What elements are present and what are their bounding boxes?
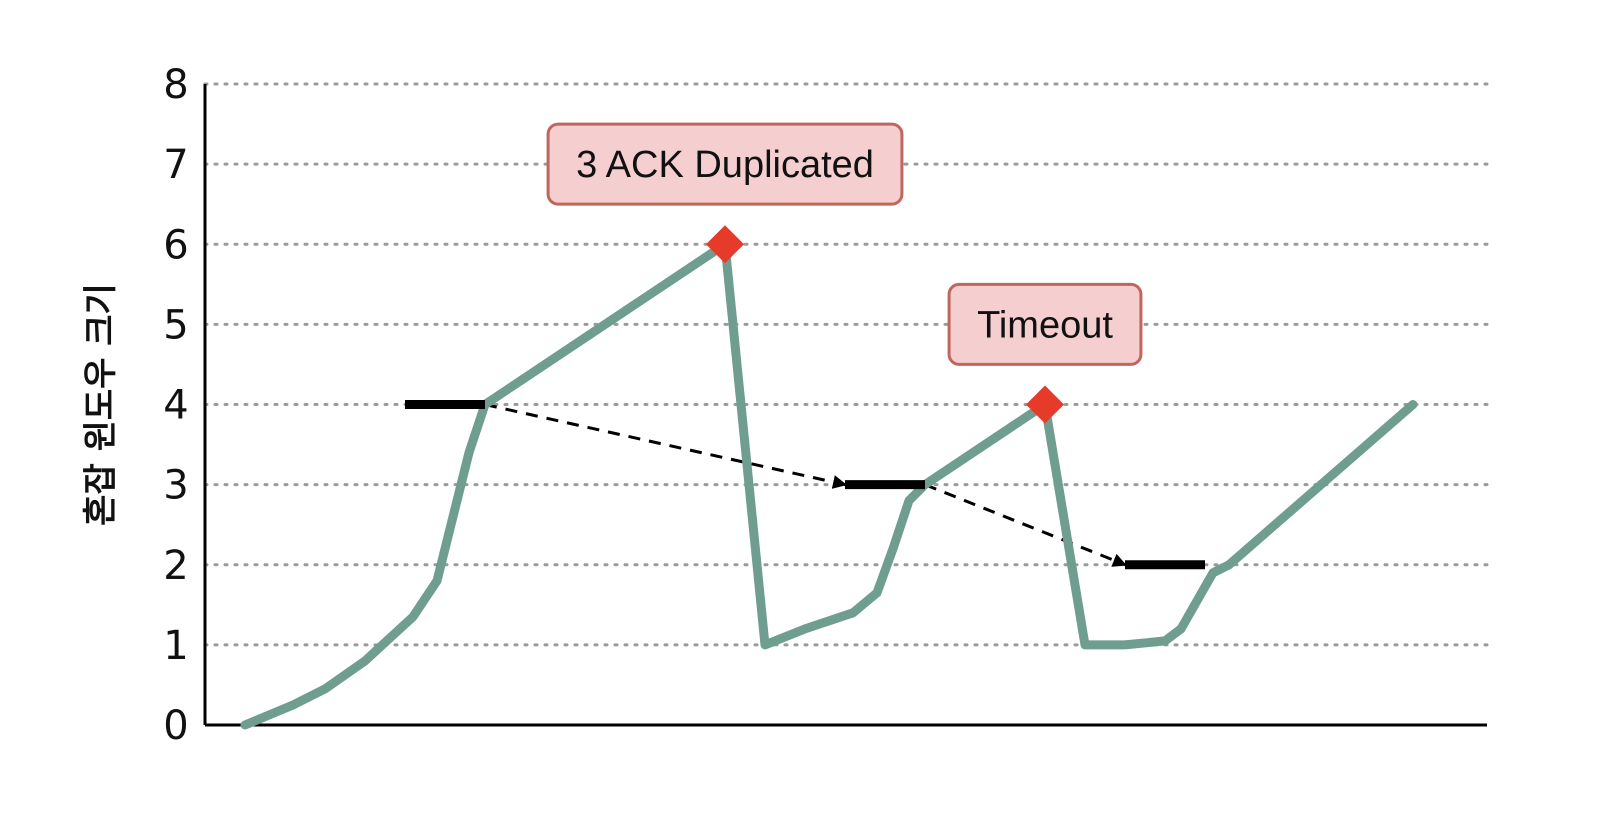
threshold-arrows [484,403,1127,567]
event-marker [1026,385,1064,424]
cwnd-series [240,239,1418,730]
annotation-label: 3 ACK Duplicated [576,144,874,186]
annotation: 3 ACK Duplicated [546,122,904,206]
y-tick-label: 7 [163,142,188,188]
annotation-box [947,282,1143,366]
y-tick-label: 3 [163,463,188,509]
y-tick-label: 4 [163,383,188,429]
threshold-arrow [484,403,847,489]
annotations: 3 ACK Duplicated Timeout [546,122,1143,366]
y-tick-label: 1 [163,623,188,669]
y-tick-label: 2 [163,543,188,589]
axes [203,84,1487,727]
event-markers [706,225,1064,424]
annotation-label: Timeout [977,304,1113,346]
y-tick-label: 8 [163,62,188,108]
event-marker [706,225,744,264]
y-tick-label: 0 [163,703,188,749]
y-tick-label: 6 [163,222,188,268]
y-axis-label: 혼잡 윈도우 크기 [81,283,121,526]
threshold-bars [405,400,1205,570]
y-tick-label: 5 [163,302,188,348]
annotation: Timeout [947,282,1143,366]
y-tick-labels: 0 1 2 3 4 5 6 7 8 [163,62,188,749]
threshold-arrow [924,483,1127,567]
cwnd-line [240,239,1418,730]
annotation-box [546,122,904,206]
